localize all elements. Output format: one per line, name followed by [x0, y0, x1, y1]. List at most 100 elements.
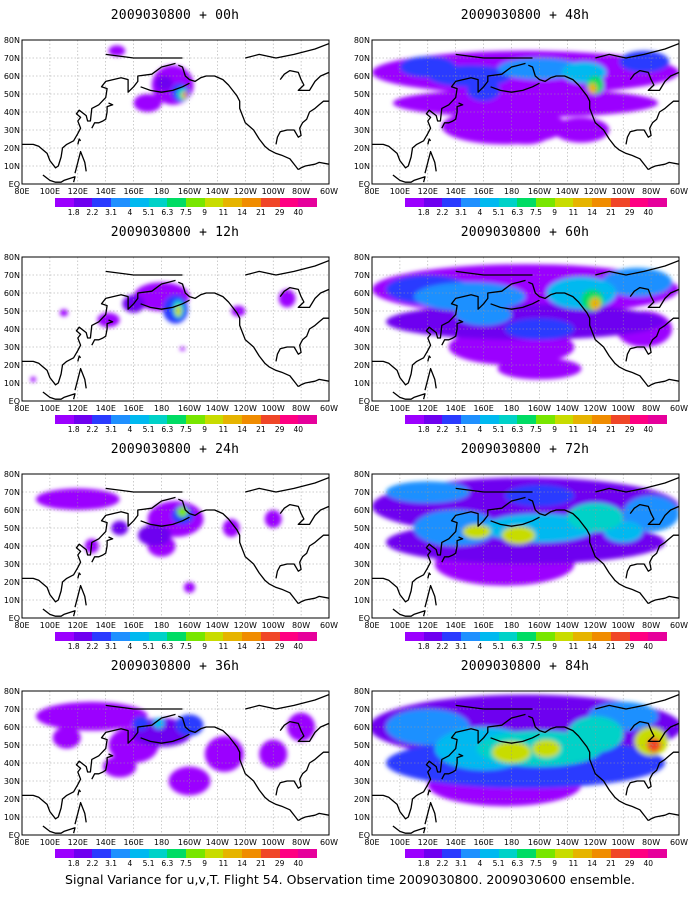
lat-tick-label: EQ — [359, 397, 370, 406]
colorbar-swatch — [405, 849, 424, 858]
panel-title: 2009030800 + 84h — [460, 659, 590, 674]
lon-tick-label: 160E — [473, 187, 493, 196]
colorbar-swatch — [536, 198, 555, 207]
colorbar-level-label: 29 — [274, 425, 285, 434]
lon-tick-label: 120E — [68, 838, 88, 847]
coastline — [424, 150, 437, 174]
lon-tick-label: 60W — [320, 838, 338, 847]
map-panel-72h: 2009030800 + 72h 80N 70N 60N 50N 40N 30N 20N 10N… — [350, 434, 700, 652]
panel-title: 2009030800 + 24h — [110, 442, 240, 457]
colorbar-level-label: 11 — [568, 859, 579, 868]
coastline — [74, 584, 87, 608]
colorbar-level-label: 6.3 — [161, 425, 174, 434]
colorbar-level-label: 4 — [127, 859, 133, 868]
colorbar-swatch — [186, 632, 205, 641]
lat-tick-label: 10N — [4, 162, 20, 171]
colorbar-swatch — [73, 632, 93, 641]
coastline — [490, 299, 540, 310]
colorbar-level-label: 1.8 — [417, 425, 430, 434]
lon-tick-label: 140E — [446, 621, 466, 630]
colorbar-swatch — [279, 415, 299, 424]
lon-tick-label: 180 — [154, 838, 169, 847]
colorbar-level-label: 21 — [606, 425, 616, 434]
colorbar-level-label: 1.8 — [67, 642, 80, 651]
colorbar-level-label: 14 — [237, 642, 247, 651]
coastline — [245, 259, 329, 276]
coastline — [77, 572, 82, 579]
lon-tick-label: 120W — [584, 838, 607, 847]
lon-tick-label: 160W — [528, 404, 551, 413]
lat-tick-label: 50N — [354, 307, 370, 316]
lon-tick-label: 80W — [292, 621, 310, 630]
lon-tick-label: 140E — [96, 187, 116, 196]
colorbar-swatch — [279, 198, 299, 207]
colorbar-swatch — [610, 198, 630, 207]
colorbar-swatch — [610, 632, 630, 641]
variance-shading — [59, 309, 69, 317]
colorbar-swatches — [55, 632, 318, 641]
lon-tick-label: 120E — [68, 404, 88, 413]
colorbar-swatch — [498, 632, 518, 641]
colorbar-labels: 1.8 2.2 3.1 4 5.1 6.3 7.5 9 11 14 21 29 40 — [55, 208, 317, 218]
lat-tick-label: 20N — [4, 361, 20, 370]
lon-tick-label: 100E — [40, 838, 60, 847]
colorbar-swatch — [629, 415, 649, 424]
coastline — [490, 733, 540, 744]
colorbar-level-label: 7.5 — [530, 642, 542, 651]
colorbar-level-label: 2.2 — [436, 859, 449, 868]
colorbar-level-label: 14 — [237, 208, 247, 217]
lat-tick-label: 60N — [4, 723, 20, 732]
colorbar-swatch — [629, 632, 649, 641]
lon-tick-label: 140W — [206, 621, 229, 630]
lat-tick-label: 30N — [4, 343, 20, 352]
coastline — [245, 476, 329, 493]
colorbar-swatch — [648, 849, 668, 858]
colorbar-swatch — [423, 415, 443, 424]
colorbar-level-label: 3.1 — [455, 208, 468, 217]
coastline — [91, 753, 114, 780]
colorbar-swatch — [498, 198, 518, 207]
lon-tick-label: 120E — [418, 621, 438, 630]
variance-shading — [30, 376, 36, 383]
colorbar-level-label: 21 — [606, 642, 616, 651]
lat-tick-label: 10N — [4, 596, 20, 605]
colorbar-swatch — [405, 415, 424, 424]
colorbar-swatch — [517, 849, 537, 858]
colorbar-level-label: 3.1 — [105, 425, 118, 434]
lat-tick-label: 10N — [354, 379, 370, 388]
colorbar-swatch — [610, 415, 630, 424]
colorbar-labels: 1.8 2.2 3.1 4 5.1 6.3 7.5 9 11 14 21 29 40 — [55, 859, 317, 869]
lat-tick-label: 20N — [354, 795, 370, 804]
lat-tick-label: 10N — [354, 162, 370, 171]
colorbar-level-label: 7.5 — [530, 425, 542, 434]
lon-tick-label: 100E — [40, 404, 60, 413]
colorbar-level-label: 5.1 — [492, 208, 505, 217]
coastline — [275, 751, 329, 796]
colorbar-labels: 1.8 2.2 3.1 4 5.1 6.3 7.5 9 11 14 21 29 40 — [405, 859, 667, 869]
colorbar-swatch — [479, 849, 499, 858]
lat-tick-label: 80N — [4, 470, 20, 479]
colorbar-swatch — [536, 849, 555, 858]
lat-tick-label: 40N — [4, 325, 20, 334]
lon-tick-label: 140E — [96, 404, 116, 413]
variance-shading — [497, 357, 582, 380]
coastline — [91, 319, 114, 346]
colorbar-level-label: 7.5 — [530, 859, 542, 868]
lon-tick-label: 120E — [68, 621, 88, 630]
lon-tick-label: 160E — [123, 404, 143, 413]
coastline — [245, 42, 329, 59]
variance-shading — [133, 94, 162, 112]
coastline — [595, 42, 679, 59]
lat-tick-label: 40N — [354, 108, 370, 117]
colorbar-swatch — [479, 632, 499, 641]
colorbar-level-label: 4 — [477, 208, 483, 217]
colorbar-swatch — [111, 632, 130, 641]
coastline — [392, 391, 426, 400]
variance-shading — [175, 714, 204, 736]
colorbar-swatch — [167, 632, 187, 641]
lat-tick-label: 60N — [354, 506, 370, 515]
colorbar-swatch — [129, 632, 149, 641]
lat-tick-label: 50N — [4, 741, 20, 750]
